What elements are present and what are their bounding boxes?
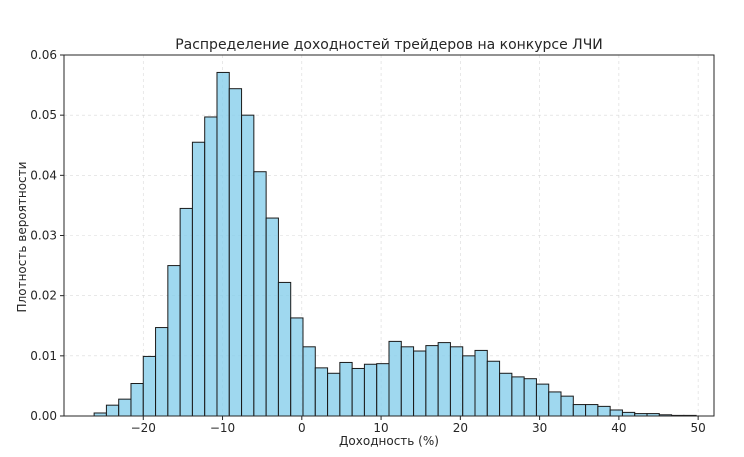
y-tick-label: 0.01 [30,349,57,363]
histogram-bar [572,404,587,417]
x-axis-label: Доходность (%) [339,434,439,448]
y-tick-label: 0.02 [30,289,57,303]
histogram-bar [327,372,341,417]
histogram-bar [191,141,206,417]
x-tick-label: 30 [532,421,547,435]
histogram-bar [339,361,353,417]
histogram-bar [560,395,574,417]
histogram-bar [585,404,599,417]
histogram-bar [179,207,193,417]
histogram-bar [167,265,181,417]
histogram-bar [290,317,304,417]
y-tick-label: 0.06 [30,48,57,62]
histogram-bar [449,346,464,417]
y-tick-label: 0.03 [30,229,57,243]
histogram-bar [597,405,611,417]
x-tick-label: −10 [210,421,235,435]
chart-title: Распределение доходностей трейдеров на к… [175,37,603,53]
histogram-bar [351,367,365,417]
x-tick-label: 0 [298,421,306,435]
histogram-bar [511,376,525,417]
histogram-bar [228,88,243,417]
histogram-bar [388,340,402,417]
histogram-bar [155,327,169,417]
histogram-bar [265,217,279,417]
y-tick-label: 0.00 [30,409,57,423]
axes-layer: −20 −10 0 10 20 30 40 50 0.00 0.01 0.02 0.03 0.04 0.0… [30,48,715,435]
histogram-bar [499,372,513,417]
histogram-bar [400,346,415,417]
histogram-bar [425,345,439,417]
histogram-bar [363,363,378,417]
histogram-bar [253,171,267,417]
histogram-bar [241,114,255,417]
histogram-bar [130,383,144,417]
histogram-bar [486,360,501,417]
histogram-bar [204,116,218,417]
histogram-bar [548,391,562,417]
histogram-bar [413,350,427,417]
bars-layer [93,71,697,417]
histogram-bar [474,349,488,417]
histogram-bar [302,346,316,417]
histogram-bar [314,367,329,417]
y-axis-label: Плотность вероятности [15,162,29,313]
x-tick-label: 40 [611,421,626,435]
x-tick-label: −20 [131,421,156,435]
histogram-bar [621,411,636,417]
y-tick-label: 0.04 [30,168,57,182]
histogram-bar [437,342,451,417]
histogram-bar [609,409,623,417]
histogram-bar [376,363,390,417]
histogram-bar [535,383,550,417]
histogram-bar [277,281,292,417]
histogram-bar [105,404,120,417]
histogram-bar [142,355,157,417]
x-tick-label: 20 [453,421,468,435]
x-tick-label: 10 [373,421,388,435]
histogram-bar [462,355,476,417]
x-tick-label: 50 [691,421,706,435]
histogram-bar [216,71,230,417]
y-tick-label: 0.05 [30,108,57,122]
histogram-bar [118,398,132,417]
histogram-bar [523,378,537,417]
